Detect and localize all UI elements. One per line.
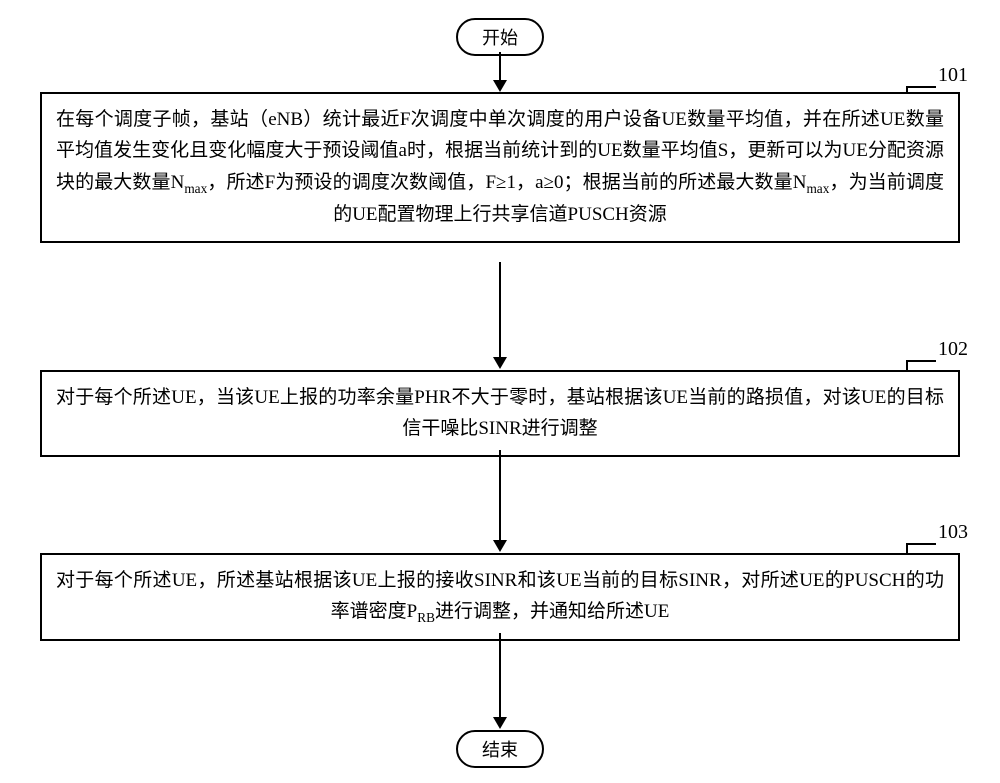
arrowhead-101-to-102	[493, 357, 507, 369]
arrowhead-start-to-101	[493, 80, 507, 92]
arrow-102-to-103	[499, 450, 501, 541]
terminal-start: 开始	[456, 18, 544, 56]
arrow-start-to-101	[499, 52, 501, 81]
arrowhead-103-to-end	[493, 717, 507, 729]
process-step-102: 对于每个所述UE，当该UE上报的功率余量PHR不大于零时，基站根据该UE当前的路…	[40, 370, 960, 457]
process-step-101: 在每个调度子帧，基站（eNB）统计最近F次调度中单次调度的用户设备UE数量平均值…	[40, 92, 960, 243]
leader-h-103	[908, 543, 936, 545]
arrowhead-102-to-103	[493, 540, 507, 552]
terminal-end: 结束	[456, 730, 544, 768]
leader-h-101	[908, 86, 936, 88]
process-step-103: 对于每个所述UE，所述基站根据该UE上报的接收SINR和该UE当前的目标SINR…	[40, 553, 960, 641]
step-label-103: 103	[938, 521, 968, 544]
step-label-101: 101	[938, 64, 968, 87]
step-label-102: 102	[938, 338, 968, 361]
arrow-101-to-102	[499, 262, 501, 358]
arrow-103-to-end	[499, 633, 501, 718]
leader-h-102	[908, 360, 936, 362]
